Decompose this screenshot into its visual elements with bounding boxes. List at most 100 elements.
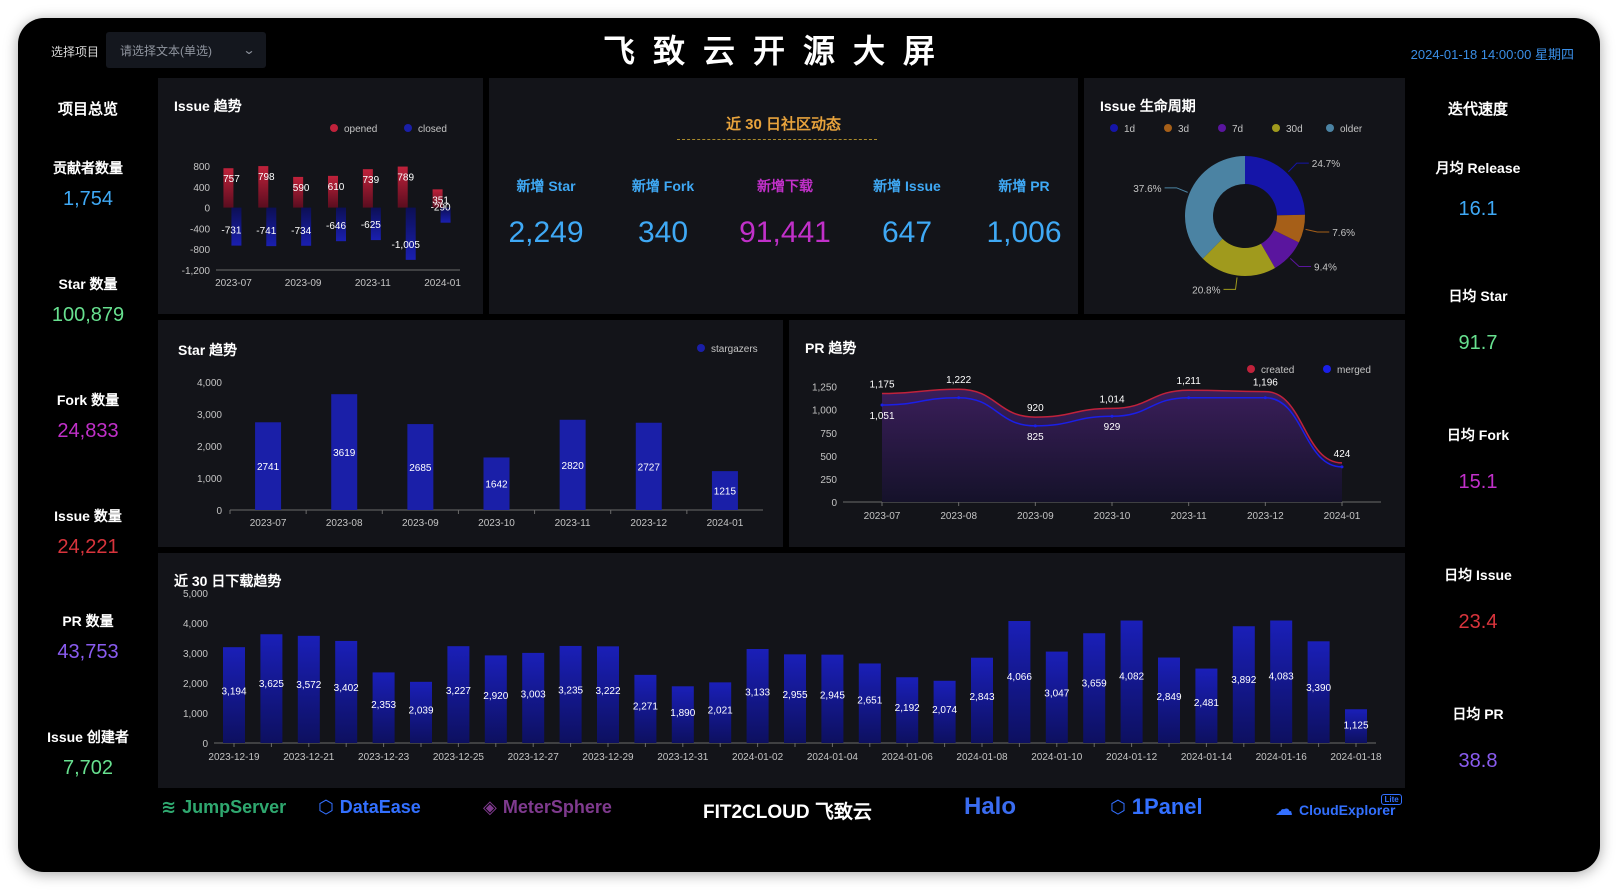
- y-tick-label: 5,000: [183, 589, 208, 600]
- data-label: -1,005: [392, 240, 421, 251]
- x-tick-label: 2024-01-10: [1031, 752, 1083, 763]
- logo-halo[interactable]: Halo: [964, 793, 1016, 821]
- stat-value: 91.7: [1458, 332, 1498, 354]
- y-tick-label: 0: [216, 506, 222, 517]
- issue-bar: [301, 207, 312, 246]
- data-label: 3,892: [1231, 675, 1256, 686]
- legend-label: stargazers: [711, 344, 758, 355]
- legend-marker: [1272, 124, 1280, 132]
- issue-bar: [258, 166, 269, 208]
- data-label: -646: [326, 221, 346, 232]
- data-label: 610: [328, 182, 345, 193]
- velocity-release: 月均 Release 16.1: [1408, 158, 1548, 221]
- data-label: 1,211: [1177, 376, 1202, 387]
- downloads-title: 近 30 日下载趋势: [174, 573, 282, 589]
- logo-jumpserver[interactable]: ≋ JumpServer: [161, 797, 286, 818]
- download-bar: [1158, 657, 1180, 743]
- star-trend-panel: 4,000 3,000 2,000 1,000 0 2741 2023-07 3619 2023…: [158, 320, 783, 547]
- pie-slice: [1261, 230, 1299, 268]
- leader-line: [1223, 277, 1238, 290]
- pr-merged-point: [1340, 465, 1344, 469]
- logo-fit2cloud[interactable]: FIT2CLOUD 飞致云: [703, 797, 872, 824]
- data-label: 3,390: [1306, 683, 1331, 694]
- data-label: 2,039: [408, 705, 433, 716]
- downloads-panel: 5,000 4,000 3,000 2,000 1,000 0 3,194 2023-12-1…: [158, 553, 1405, 788]
- download-bar: [858, 663, 881, 743]
- data-label: 3,235: [558, 686, 583, 697]
- stat-label: 贡献者数量: [53, 160, 123, 176]
- download-bar: [447, 646, 470, 743]
- x-tick-label: 2024-01-14: [1181, 752, 1233, 763]
- project-overview: 项目总览 贡献者数量 1,754 Star 数量 100,879 Fork 数量…: [18, 88, 158, 779]
- stat-value: 340: [637, 216, 689, 249]
- stat-label: 新增 PR: [998, 178, 1050, 194]
- x-tick-label: 2023-07: [215, 278, 252, 289]
- data-label: 739: [363, 175, 380, 186]
- star-bar: [711, 471, 738, 510]
- slice-label: 37.6%: [1133, 184, 1161, 195]
- slice-label: 20.8%: [1192, 285, 1220, 296]
- cube-icon: ◈: [483, 797, 497, 817]
- legend-marker: [1218, 124, 1226, 132]
- download-bar: [1345, 709, 1367, 743]
- download-bar: [1083, 633, 1106, 743]
- x-tick-label: 2024-01-08: [956, 752, 1008, 763]
- stat-value: 2,249: [508, 216, 584, 249]
- data-label: 2,192: [895, 703, 920, 714]
- x-tick-label: 2023-12-19: [208, 752, 260, 763]
- issue-bar: [397, 166, 408, 208]
- community-title: 近 30 日社区动态: [725, 116, 842, 133]
- data-label: 3,047: [1044, 689, 1069, 700]
- data-label: -625: [361, 220, 381, 231]
- hexagon-icon: ⬡: [318, 797, 334, 817]
- logo-label: JumpServer: [182, 797, 287, 817]
- data-label: 1215: [714, 487, 737, 498]
- stat-value: 91,441: [739, 216, 831, 249]
- y-tick-label: 250: [820, 475, 837, 486]
- y-tick-label: -400: [190, 224, 210, 235]
- logo-label: MeterSphere: [502, 797, 612, 817]
- x-tick-label: 2023-10: [1094, 511, 1131, 522]
- downloads-chart: 5,000 4,000 3,000 2,000 1,000 0 3,194 2023-12-1…: [183, 589, 1382, 763]
- data-label: 2,945: [820, 690, 845, 701]
- star-trend-chart: 4,000 3,000 2,000 1,000 0 2741 2023-07 3619 2023…: [197, 344, 763, 529]
- y-tick-label: 3,000: [183, 649, 208, 660]
- new-issue: 新增 Issue 647: [847, 176, 967, 250]
- project-select-placeholder: 请选择文本(单选): [120, 43, 212, 58]
- logo-dataease[interactable]: ⬡ DataEase: [318, 797, 421, 818]
- logo-cloudexplorer[interactable]: ☁ CloudExplorer Lite: [1275, 794, 1422, 820]
- logo-badge: Lite: [1381, 794, 1402, 805]
- issue-bar: [370, 207, 381, 241]
- logo-metersphere[interactable]: ◈ MeterSphere: [483, 797, 612, 818]
- data-label: 825: [1027, 432, 1044, 443]
- slice-label: 9.4%: [1314, 263, 1337, 274]
- x-tick-label: 2023-12-25: [433, 752, 485, 763]
- x-tick-label: 2023-11: [1171, 511, 1207, 522]
- legend-marker: [1247, 365, 1255, 373]
- x-tick-label: 2023-12: [630, 518, 667, 529]
- page-title: 飞致云开源大屏: [602, 33, 953, 69]
- logo-label: Halo: [964, 793, 1017, 820]
- project-select[interactable]: 请选择文本(单选) ⌄: [106, 32, 266, 68]
- leader-line: [1288, 162, 1309, 173]
- logo-label: FIT2CLOUD 飞致云: [703, 802, 872, 823]
- data-label: 4,083: [1269, 672, 1294, 683]
- download-bar: [297, 635, 320, 743]
- download-bar: [1270, 620, 1293, 743]
- download-bar: [522, 652, 545, 743]
- y-tick-label: 2,000: [197, 442, 222, 453]
- velocity-star: 日均 Star 91.7: [1408, 286, 1548, 355]
- new-star: 新增 Star 2,249: [486, 176, 606, 250]
- pr-merged-point: [1263, 396, 1267, 400]
- pr-merged-point: [1033, 424, 1037, 428]
- velocity-pr: 日均 PR 38.8: [1408, 704, 1548, 773]
- x-tick-label: 2024-01-04: [807, 752, 859, 763]
- stat-label: Fork 数量: [56, 392, 120, 408]
- pie-slice: [1273, 214, 1305, 243]
- star-trend-title: Star 趋势: [178, 342, 238, 358]
- legend-marker: [697, 344, 705, 352]
- data-label: 929: [1104, 422, 1121, 433]
- y-tick-label: 1,000: [183, 709, 208, 720]
- logo-1panel[interactable]: ⬡ 1Panel: [1110, 794, 1203, 820]
- stat-label: 日均 PR: [1452, 706, 1504, 722]
